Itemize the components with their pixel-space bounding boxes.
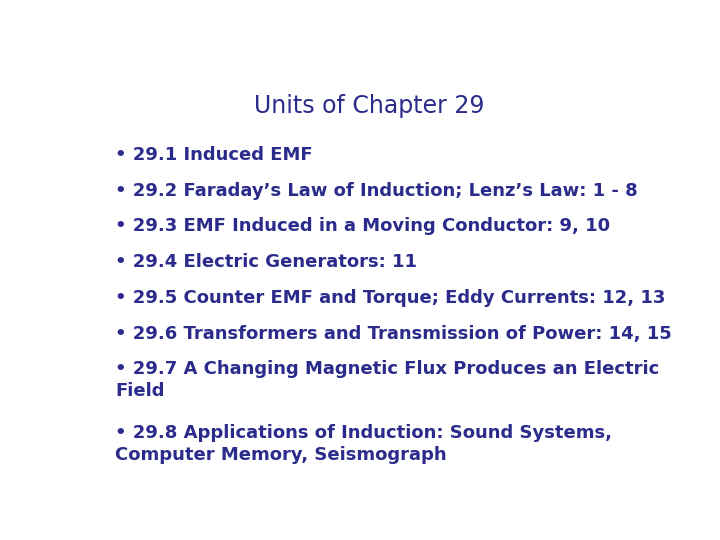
Text: • 29.8 Applications of Induction: Sound Systems,
Computer Memory, Seismograph: • 29.8 Applications of Induction: Sound …	[115, 424, 612, 464]
Text: • 29.5 Counter EMF and Torque; Eddy Currents: 12, 13: • 29.5 Counter EMF and Torque; Eddy Curr…	[115, 289, 665, 307]
Text: • 29.4 Electric Generators: 11: • 29.4 Electric Generators: 11	[115, 253, 417, 271]
Text: • 29.1 Induced EMF: • 29.1 Induced EMF	[115, 146, 312, 164]
Text: • 29.2 Faraday’s Law of Induction; Lenz’s Law: 1 - 8: • 29.2 Faraday’s Law of Induction; Lenz’…	[115, 181, 638, 200]
Text: • 29.6 Transformers and Transmission of Power: 14, 15: • 29.6 Transformers and Transmission of …	[115, 325, 672, 343]
Text: Units of Chapter 29: Units of Chapter 29	[254, 94, 484, 118]
Text: • 29.3 EMF Induced in a Moving Conductor: 9, 10: • 29.3 EMF Induced in a Moving Conductor…	[115, 218, 611, 235]
Text: • 29.7 A Changing Magnetic Flux Produces an Electric
Field: • 29.7 A Changing Magnetic Flux Produces…	[115, 360, 660, 400]
